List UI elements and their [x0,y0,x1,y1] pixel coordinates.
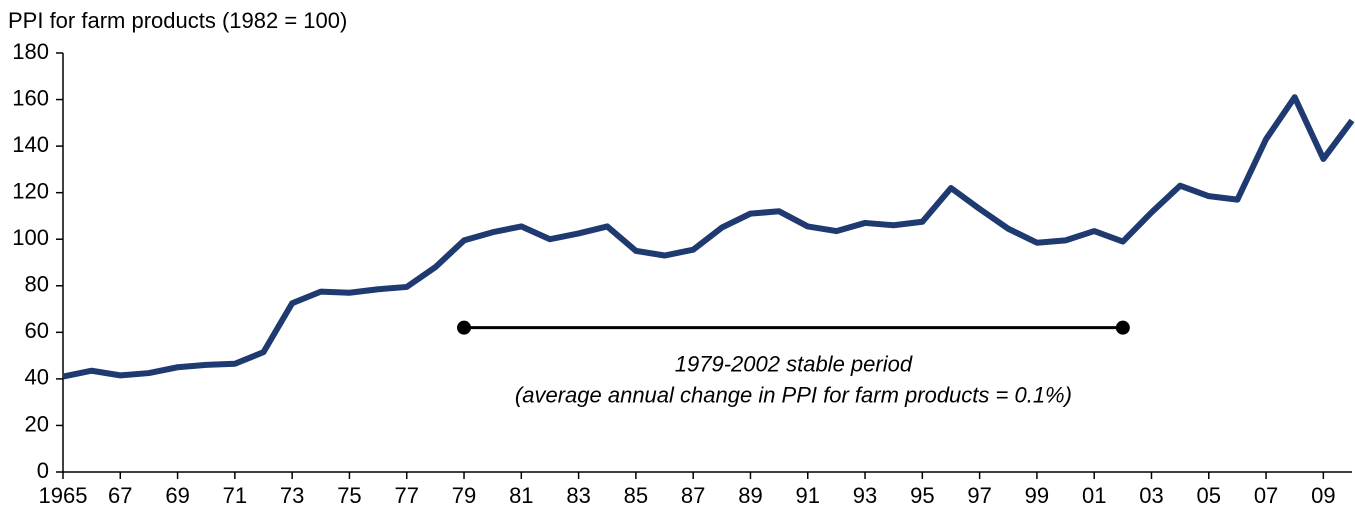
x-tick-label: 09 [1311,483,1335,508]
x-tick-label: 93 [853,483,877,508]
x-tick-label: 97 [967,483,991,508]
y-tick-label: 0 [37,458,49,483]
x-tick-label: 1965 [39,483,88,508]
x-tick-label: 99 [1025,483,1049,508]
y-tick-label: 20 [25,411,49,436]
x-tick-label: 01 [1082,483,1106,508]
x-tick-label: 73 [280,483,304,508]
annotation-text: 1979-2002 stable period [675,351,913,376]
x-tick-label: 87 [681,483,705,508]
y-tick-label: 120 [12,178,49,203]
y-tick-label: 180 [12,39,49,64]
x-tick-label: 91 [796,483,820,508]
annotation-end [1115,320,1130,335]
y-tick-label: 140 [12,132,49,157]
x-tick-label: 95 [910,483,934,508]
x-tick-label: 79 [452,483,476,508]
annotation-start [457,320,472,335]
y-tick-label: 40 [25,365,49,390]
x-tick-label: 67 [108,483,132,508]
data-line [62,94,1355,380]
y-tick-label: 80 [25,272,49,297]
x-tick-label: 07 [1254,483,1278,508]
x-tick-label: 03 [1139,483,1163,508]
x-tick-label: 69 [165,483,189,508]
x-tick-label: 71 [223,483,247,508]
x-tick-label: 89 [738,483,762,508]
x-tick-label: 75 [337,483,361,508]
y-tick-label: 60 [25,318,49,343]
x-tick-label: 05 [1197,483,1221,508]
y-tick-label: 160 [12,85,49,110]
x-tick-label: 85 [624,483,648,508]
x-tick-label: 77 [394,483,418,508]
y-axis-label: PPI for farm products (1982 = 100) [8,8,347,33]
y-tick-label: 100 [12,225,49,250]
annotation-text: (average annual change in PPI for farm p… [515,382,1072,407]
x-tick-label: 83 [566,483,590,508]
x-tick-label: 81 [509,483,533,508]
